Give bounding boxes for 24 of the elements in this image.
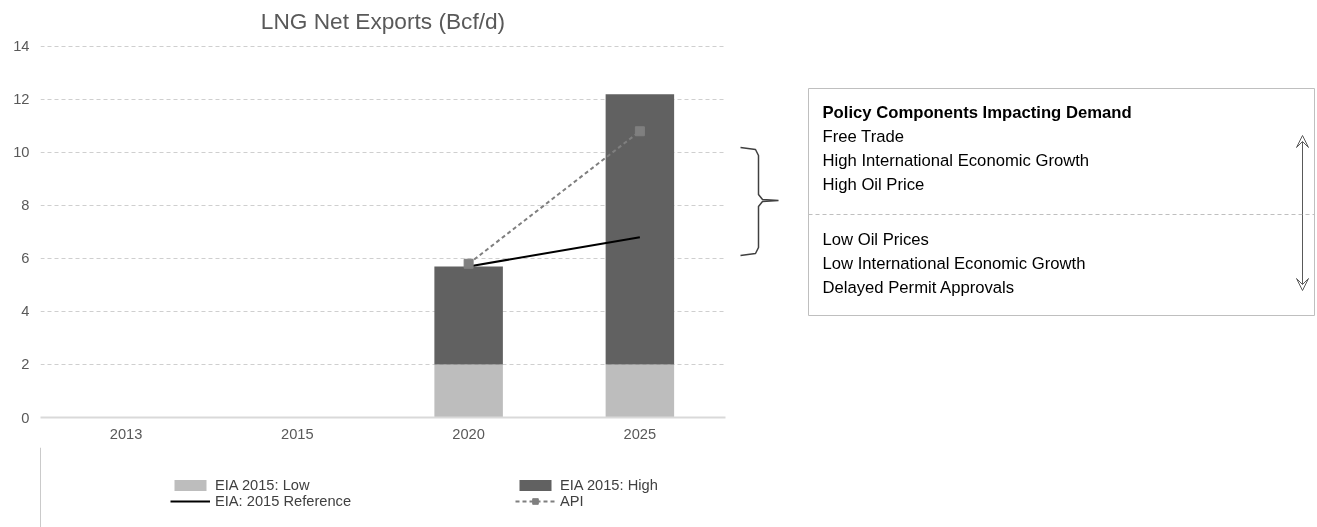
legend-label: EIA: 2015 Reference [215, 493, 353, 509]
text: Low Oil Prices [822, 230, 929, 249]
text: Delayed Permit Approvals [822, 278, 1015, 297]
y-tick-label: 10 [13, 144, 30, 161]
text: High Oil Price [822, 175, 925, 194]
x-tick-label: 2020 [452, 425, 485, 442]
x-tick-label: 2013 [109, 425, 143, 442]
y-tick-label: 6 [21, 250, 30, 267]
legend-label: EIA 2015: High [560, 477, 659, 493]
y-tick-label: 4 [21, 303, 30, 320]
text: High International Economic Growth [822, 151, 1090, 170]
legend-label: EIA 2015: Low [215, 477, 311, 493]
legend-label: API [560, 493, 585, 509]
chart-title: LNG Net Exports (Bcf/d) [260, 7, 506, 34]
x-tick-label: 2025 [623, 425, 657, 442]
y-tick-label: 12 [13, 91, 30, 108]
text: Policy Components Impacting Demand [822, 103, 1132, 122]
y-tick-label: 0 [21, 409, 30, 426]
text: Free Trade [822, 127, 904, 146]
text: Low International Economic Growth [822, 254, 1086, 273]
y-tick-label: 14 [13, 38, 30, 55]
y-tick-label: 8 [21, 197, 30, 214]
x-tick-label: 2015 [281, 425, 314, 442]
y-tick-label: 2 [21, 356, 30, 373]
